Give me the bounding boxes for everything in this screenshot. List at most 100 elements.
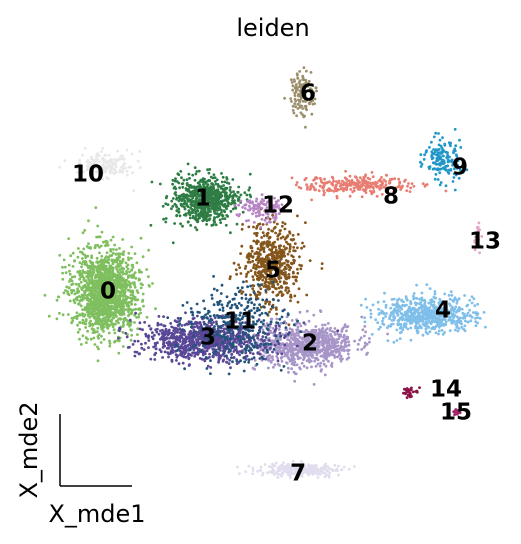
point [331, 330, 334, 333]
point [258, 293, 261, 296]
point [77, 284, 81, 288]
point [170, 331, 174, 335]
point [274, 324, 278, 328]
point [356, 342, 360, 346]
point [122, 250, 126, 254]
point [130, 275, 134, 279]
point [386, 326, 389, 330]
point [118, 298, 121, 302]
point [296, 271, 300, 275]
point [82, 247, 86, 251]
point [291, 255, 295, 259]
point [110, 312, 114, 316]
point [374, 318, 378, 322]
point [133, 298, 137, 302]
point [299, 267, 303, 271]
point [283, 261, 286, 265]
point [389, 324, 392, 328]
point [108, 344, 112, 348]
point [296, 342, 300, 345]
point [78, 277, 82, 281]
point [84, 279, 88, 283]
point [288, 231, 292, 235]
point [429, 298, 433, 302]
point [419, 314, 422, 318]
point [179, 351, 183, 354]
point [273, 343, 277, 347]
point [104, 256, 107, 260]
point [97, 269, 101, 273]
point [121, 321, 125, 324]
point [81, 231, 85, 235]
point [68, 280, 71, 283]
point [298, 310, 302, 314]
point [150, 335, 154, 339]
point [224, 197, 228, 201]
point [101, 284, 105, 287]
point [193, 178, 197, 182]
point [78, 313, 82, 316]
point [122, 290, 126, 294]
point [100, 230, 104, 234]
cluster-1-points [149, 162, 253, 245]
point [279, 229, 282, 232]
point [130, 297, 134, 301]
point [203, 177, 206, 181]
point [186, 162, 190, 166]
point [361, 328, 365, 332]
point [346, 352, 350, 356]
point [250, 249, 254, 253]
point [126, 267, 130, 271]
point [240, 244, 244, 248]
point [383, 291, 386, 295]
point [260, 241, 264, 245]
point [327, 347, 331, 351]
point [237, 185, 241, 189]
point [302, 321, 306, 325]
point [69, 254, 73, 258]
point [132, 275, 136, 279]
point [248, 193, 252, 197]
point [118, 305, 121, 309]
point [58, 311, 61, 315]
point [365, 353, 368, 356]
point [468, 298, 472, 302]
point [329, 332, 332, 336]
point [183, 199, 187, 203]
point [112, 248, 115, 251]
point [115, 248, 118, 252]
point [115, 259, 119, 262]
point [273, 363, 277, 367]
point [169, 343, 172, 346]
point [293, 242, 297, 246]
point [365, 306, 369, 309]
point [91, 300, 95, 304]
point [100, 254, 104, 258]
point [169, 322, 173, 325]
point [115, 306, 119, 310]
point [308, 358, 312, 362]
point [197, 215, 201, 219]
point [121, 258, 125, 262]
point [333, 345, 337, 349]
point [466, 320, 469, 324]
point [177, 173, 181, 177]
point [292, 271, 295, 275]
point [391, 310, 395, 314]
point [276, 352, 280, 355]
point [175, 214, 179, 218]
cluster-0-points [43, 206, 157, 363]
point [131, 266, 135, 269]
point [280, 356, 283, 359]
point [197, 185, 200, 189]
point [170, 207, 173, 211]
point [187, 184, 191, 188]
point [247, 188, 251, 192]
point [102, 338, 106, 341]
point [94, 308, 97, 311]
point [276, 357, 280, 360]
point [95, 256, 99, 260]
point [84, 319, 88, 323]
point [225, 360, 228, 364]
point [243, 191, 247, 195]
